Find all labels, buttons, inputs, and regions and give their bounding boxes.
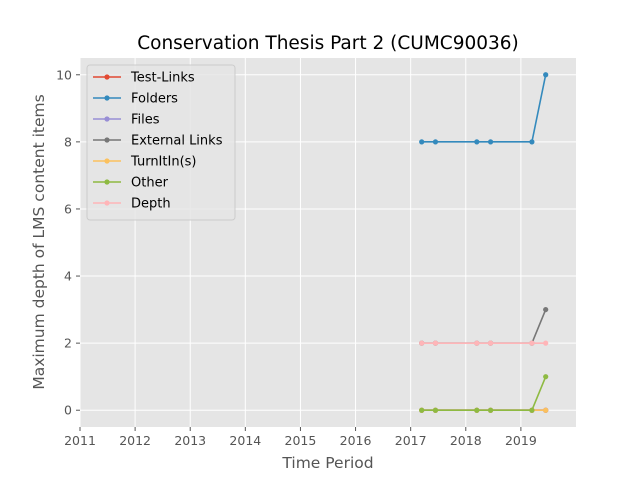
legend-entry: External Links bbox=[93, 134, 223, 149]
legend-marker bbox=[104, 95, 110, 101]
x-tick-label: 2018 bbox=[450, 433, 482, 448]
data-point-folders bbox=[487, 139, 494, 145]
data-point-folders bbox=[543, 72, 549, 78]
legend-entry: Files bbox=[93, 113, 160, 128]
x-axis-label: Time Period bbox=[281, 454, 373, 472]
x-tick-label: 2019 bbox=[505, 433, 537, 448]
data-point-depth bbox=[487, 340, 494, 346]
y-axis-label: Maximum depth of LMS content items bbox=[30, 94, 48, 389]
x-axis-ticks: 2011 2012 2013 2014 2015 2016 2017 2018 2019 bbox=[64, 427, 537, 448]
y-axis-ticks: 0 2 4 6 8 10 bbox=[56, 67, 80, 418]
data-point-other bbox=[432, 407, 439, 413]
series-folders bbox=[419, 72, 549, 145]
x-tick-label: 2015 bbox=[285, 433, 317, 448]
x-tick-label: 2012 bbox=[119, 433, 151, 448]
legend-label: TurnItIn(s) bbox=[130, 155, 196, 170]
legend-entry: Depth bbox=[93, 197, 171, 212]
legend-label: Test-Links bbox=[130, 71, 195, 86]
data-point-depth bbox=[419, 340, 425, 346]
data-point-other bbox=[543, 374, 549, 380]
data-point-other bbox=[529, 407, 535, 413]
legend-entry: Test-Links bbox=[93, 71, 195, 86]
series-other bbox=[419, 374, 549, 413]
data-point-external-links bbox=[543, 306, 549, 313]
data-point-folders bbox=[474, 139, 480, 145]
series-depth bbox=[419, 340, 549, 346]
legend-marker bbox=[104, 179, 110, 185]
x-tick-label: 2017 bbox=[395, 433, 427, 448]
legend-marker bbox=[104, 158, 110, 164]
legend-entry: TurnItIn(s) bbox=[93, 155, 196, 170]
x-tick-label: 2011 bbox=[64, 433, 96, 448]
data-point-folders bbox=[529, 139, 535, 145]
legend-label: External Links bbox=[131, 134, 223, 149]
x-tick-label: 2013 bbox=[174, 433, 206, 448]
legend-marker bbox=[104, 137, 110, 143]
data-point-turnitin-s bbox=[543, 407, 549, 413]
data-point-folders bbox=[419, 139, 425, 145]
legend-marker bbox=[104, 116, 110, 122]
data-point-depth bbox=[432, 340, 439, 346]
x-tick-label: 2016 bbox=[340, 433, 372, 448]
legend-marker bbox=[104, 200, 110, 206]
legend-marker bbox=[104, 74, 110, 80]
chart-title: Conservation Thesis Part 2 (CUMC90036) bbox=[137, 33, 519, 54]
x-tick-label: 2014 bbox=[229, 433, 261, 448]
y-tick-label: 4 bbox=[64, 269, 72, 284]
series-group bbox=[419, 72, 549, 413]
data-point-other bbox=[474, 407, 480, 413]
y-tick-label: 8 bbox=[64, 134, 72, 149]
y-tick-label: 6 bbox=[64, 201, 72, 216]
data-point-depth bbox=[474, 340, 480, 346]
data-point-folders bbox=[432, 139, 439, 145]
data-point-depth bbox=[543, 340, 549, 346]
legend-label: Files bbox=[131, 113, 160, 128]
legend-box bbox=[86, 64, 236, 221]
data-point-other bbox=[419, 407, 425, 413]
data-point-other bbox=[487, 407, 494, 413]
legend-label: Depth bbox=[131, 197, 171, 212]
y-tick-label: 0 bbox=[64, 403, 72, 418]
data-point-depth bbox=[529, 340, 535, 346]
y-tick-label: 10 bbox=[56, 67, 72, 82]
legend-entry: Other bbox=[93, 176, 169, 191]
legend: Test-Links Folders Files External Links Turn… bbox=[86, 64, 236, 221]
legend-entry: Folders bbox=[93, 92, 178, 107]
y-tick-label: 2 bbox=[64, 336, 72, 351]
legend-label: Other bbox=[131, 176, 169, 191]
legend-label: Folders bbox=[131, 92, 178, 107]
